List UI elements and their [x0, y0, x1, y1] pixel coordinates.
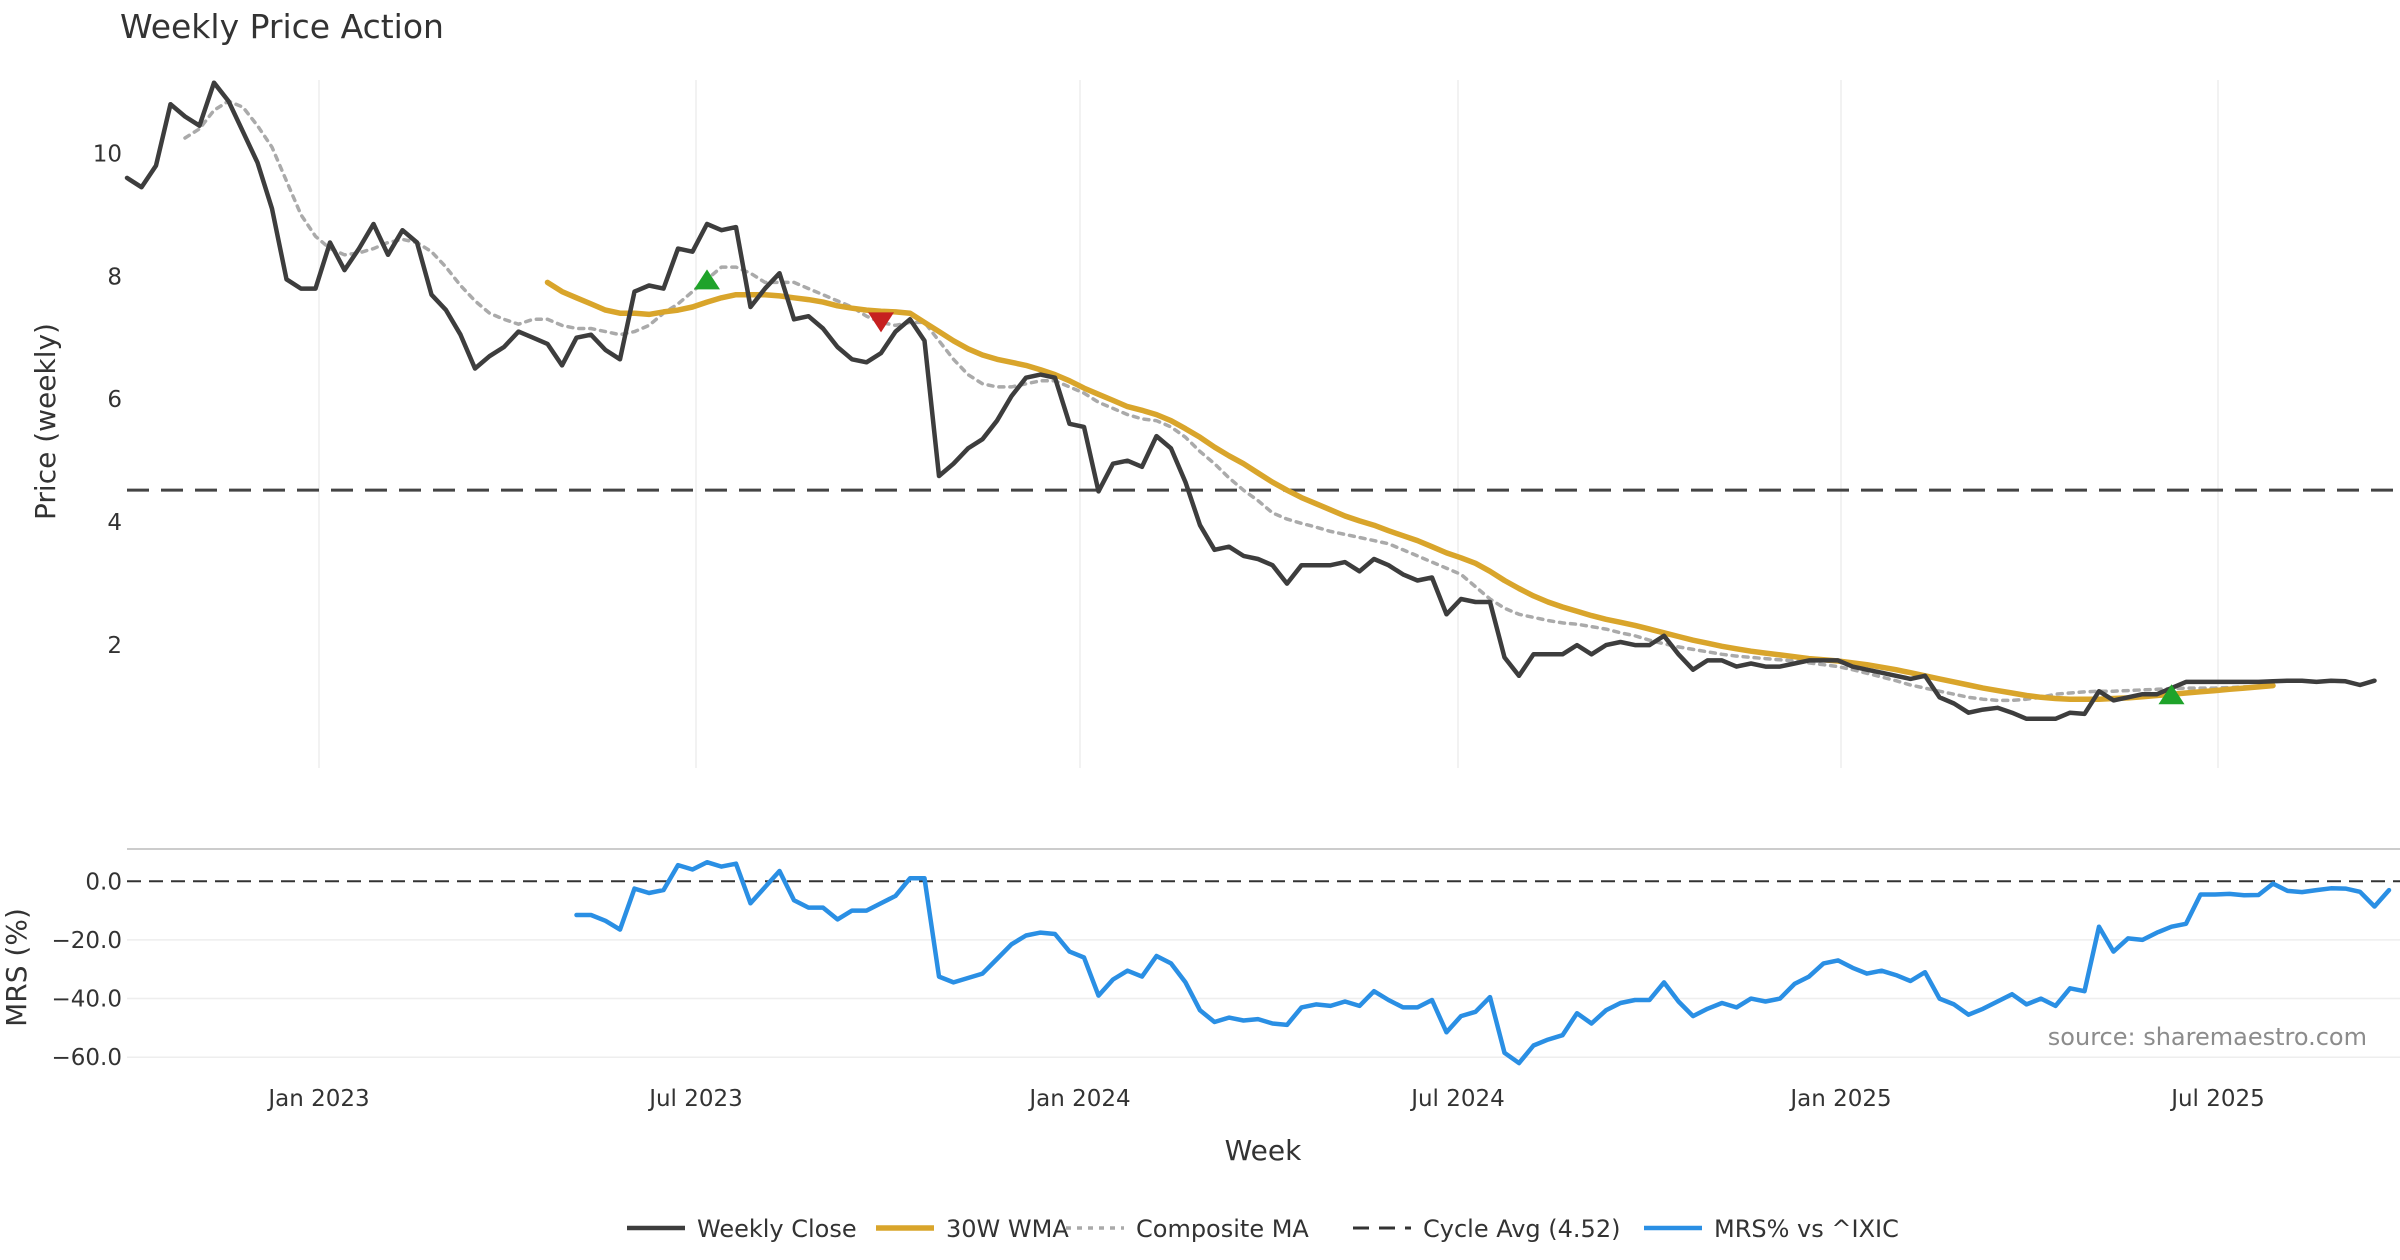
- x-tick-label: Jan 2024: [1027, 1086, 1130, 1112]
- price-y-tick-label: 10: [93, 141, 122, 167]
- x-tick-label: Jan 2025: [1788, 1086, 1891, 1112]
- x-axis-ticks: Jan 2023 Jul 2023 Jan 2024 Jul 2024 Jan 2025…: [266, 1086, 2264, 1112]
- series-mrs-vs-ixic: [574, 859, 2392, 1066]
- mrs-y-tick-label: −60.0: [52, 1045, 122, 1071]
- source-note: source: sharemaestro.com: [2048, 1023, 2367, 1051]
- price-y-tick-label: 6: [107, 387, 122, 413]
- mrs-y-axis-title: MRS (%): [0, 908, 33, 1027]
- series-30w-wma: [544, 279, 2276, 702]
- price-panel: 2 4 6 8 10 Price (weekly): [29, 80, 2400, 768]
- legend-label: Cycle Avg (4.52): [1423, 1215, 1620, 1243]
- x-tick-label: Jul 2025: [2169, 1086, 2265, 1112]
- legend-label: MRS% vs ^IXIC: [1714, 1215, 1899, 1243]
- price-y-axis-title: Price (weekly): [29, 323, 62, 520]
- sell-signal-marker: [868, 312, 894, 333]
- signal-markers: [694, 269, 2185, 705]
- legend-label: Weekly Close: [697, 1215, 857, 1243]
- series-weekly-close: [124, 80, 2377, 722]
- mrs-y-tick-label: −20.0: [52, 928, 122, 954]
- chart-title: Weekly Price Action: [120, 7, 444, 46]
- legend: Weekly Close 30W WMA Composite MA Cycle Avg…: [627, 1215, 1899, 1243]
- price-y-ticks: 2 4 6 8 10: [93, 141, 122, 659]
- price-y-tick-label: 4: [107, 510, 122, 536]
- mrs-y-tick-label: −40.0: [52, 987, 122, 1013]
- x-tick-label: Jul 2024: [1409, 1086, 1505, 1112]
- price-y-tick-label: 2: [107, 633, 122, 659]
- legend-label: Composite MA: [1136, 1215, 1309, 1243]
- series-composite-ma: [183, 99, 2261, 703]
- x-tick-label: Jul 2023: [647, 1086, 743, 1112]
- mrs-y-ticks: 0.0 −20.0 −40.0 −60.0: [52, 869, 122, 1071]
- mrs-series: [574, 859, 2392, 1066]
- mrs-panel: 0.0 −20.0 −40.0 −60.0 MRS (%) source: share…: [0, 848, 2400, 1071]
- mrs-y-tick-label: 0.0: [85, 869, 122, 895]
- price-series: [124, 80, 2377, 722]
- legend-label: 30W WMA: [946, 1215, 1069, 1243]
- buy-signal-marker: [694, 269, 720, 290]
- price-y-tick-label: 8: [107, 264, 122, 290]
- buy-signal-marker: [2158, 684, 2185, 705]
- x-tick-label: Jan 2023: [266, 1086, 369, 1112]
- x-axis-title: Week: [1225, 1134, 1302, 1167]
